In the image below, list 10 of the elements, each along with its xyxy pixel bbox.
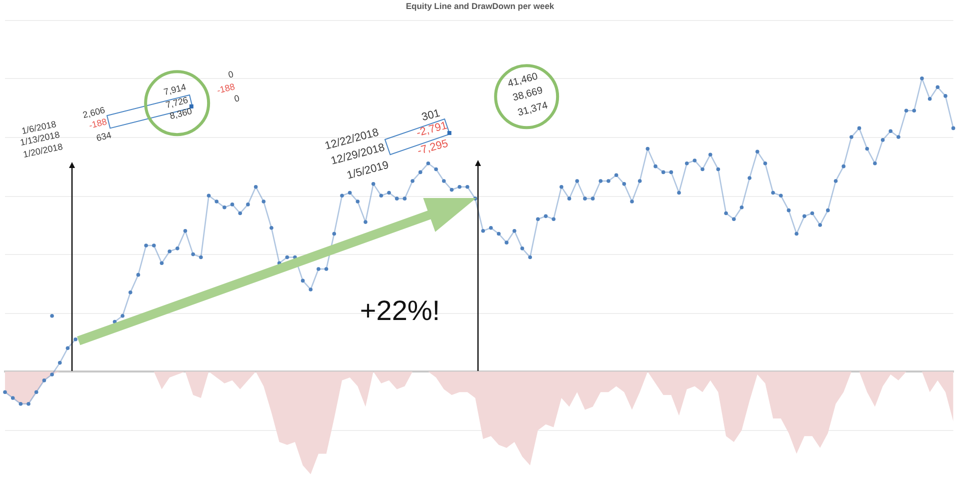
annotation: 31,374 <box>516 100 550 119</box>
annotation: 634 <box>95 130 112 144</box>
annotation: 0 <box>227 69 235 80</box>
annotation: 7,914 <box>162 82 188 98</box>
chart-title: Equity Line and DrawDown per week <box>406 1 554 11</box>
annotation: -188 <box>88 116 108 131</box>
annotation: -7,295 <box>416 138 450 158</box>
annotation: +22%! <box>360 295 440 326</box>
annotation: -188 <box>216 81 236 96</box>
annotation: 0 <box>233 93 241 104</box>
